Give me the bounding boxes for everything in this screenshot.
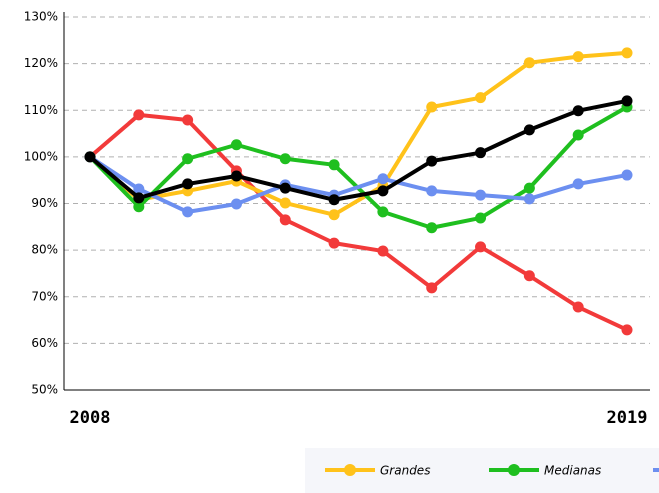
point: [230, 139, 242, 151]
point: [230, 170, 242, 182]
y-tick-label: 120%: [24, 56, 58, 70]
point: [572, 178, 584, 190]
point: [377, 206, 389, 218]
y-tick-label: 80%: [31, 243, 58, 257]
point: [279, 153, 291, 165]
point: [621, 47, 633, 59]
point: [279, 182, 291, 194]
point: [377, 185, 389, 197]
point: [475, 92, 487, 104]
point: [133, 192, 145, 204]
y-tick-label: 90%: [31, 196, 58, 210]
y-tick-label: 110%: [24, 103, 58, 117]
point: [523, 57, 535, 69]
point: [475, 189, 487, 201]
point: [572, 129, 584, 141]
point: [621, 95, 633, 107]
point: [621, 169, 633, 181]
point: [230, 198, 242, 210]
y-tick-label: 130%: [24, 10, 58, 24]
series-line: [88, 155, 628, 214]
point: [182, 153, 194, 165]
point: [475, 241, 487, 253]
point: [279, 197, 291, 209]
point: [621, 324, 633, 336]
point: [328, 209, 340, 221]
x-tick-label: 2008: [70, 408, 111, 428]
point: [523, 193, 535, 205]
point: [133, 109, 145, 121]
point: [84, 151, 96, 163]
point: [523, 182, 535, 194]
y-tick-label: 60%: [31, 336, 58, 350]
point: [426, 185, 438, 197]
point: [572, 301, 584, 313]
point: [426, 222, 438, 234]
point: [523, 124, 535, 136]
legend-label: Medianas: [544, 464, 601, 478]
point: [572, 51, 584, 63]
point: [328, 237, 340, 249]
point: [572, 105, 584, 117]
y-tick-label: 70%: [31, 289, 58, 303]
point: [182, 114, 194, 126]
point: [523, 270, 535, 282]
point: [182, 178, 194, 190]
series-line: [88, 50, 628, 217]
legend-marker: [508, 464, 520, 476]
point: [133, 201, 145, 213]
point: [426, 101, 438, 113]
point: [328, 159, 340, 171]
point: [377, 173, 389, 185]
point: [475, 147, 487, 159]
point: [182, 206, 194, 218]
point: [426, 155, 438, 167]
point: [377, 245, 389, 257]
point: [133, 183, 145, 195]
point: [426, 282, 438, 294]
point: [475, 212, 487, 224]
y-tick-label: 100%: [24, 149, 58, 163]
x-tick-label: 2019: [607, 408, 648, 428]
point: [279, 214, 291, 226]
series-line: [88, 112, 628, 332]
y-tick-label: 50%: [31, 383, 58, 397]
point: [328, 194, 340, 206]
legend-label: Grandes: [380, 464, 430, 478]
legend-marker: [344, 464, 356, 476]
series-line: [88, 98, 628, 202]
